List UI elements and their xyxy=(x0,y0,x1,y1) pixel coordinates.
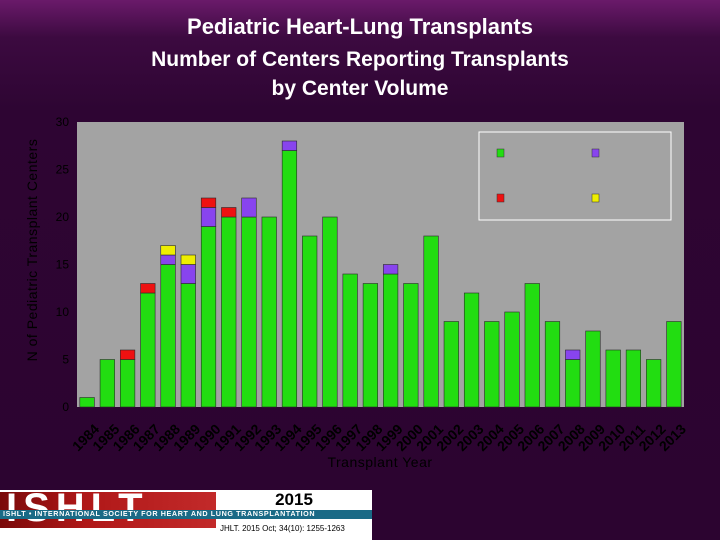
bar-green-1991 xyxy=(221,216,237,408)
chart-title: Pediatric Heart-Lung Transplants xyxy=(187,14,533,39)
legend-swatch-purple xyxy=(591,148,600,158)
y-tick-label: 10 xyxy=(56,305,70,319)
y-axis-label: N of Pediatric Transplant Centers xyxy=(24,139,40,362)
bar-green-2002 xyxy=(443,321,459,408)
chart-subtitle-line2: by Center Volume xyxy=(271,77,449,100)
bar-green-1997 xyxy=(342,273,358,408)
ishlt-logo: ISHLT ISHLT • INTERNATIONAL SOCIETY FOR … xyxy=(0,486,372,540)
bar-green-2007 xyxy=(544,321,561,408)
citation: JHLT. 2015 Oct; 34(10): 1255-1263 xyxy=(220,524,345,533)
y-tick-label: 30 xyxy=(56,115,70,129)
bar-green-1987 xyxy=(140,292,156,408)
legend-box xyxy=(478,131,672,221)
x-axis: 1984198519861987198819891990199119921993… xyxy=(69,421,689,454)
bar-green-2009 xyxy=(585,330,601,408)
publication-year: 2015 xyxy=(275,490,313,509)
bar-purple-1990 xyxy=(200,207,217,227)
bar-red-1986 xyxy=(119,349,136,360)
bar-green-2010 xyxy=(605,349,621,408)
bar-green-1984 xyxy=(79,397,95,408)
bar-green-1996 xyxy=(322,216,338,408)
logo-text: ISHLT xyxy=(6,486,149,530)
bar-purple-1988 xyxy=(160,254,176,265)
bar-purple-1994 xyxy=(281,140,298,151)
bar-green-2013 xyxy=(666,321,682,408)
x-axis-label: Transplant Year xyxy=(327,454,432,470)
bar-purple-1999 xyxy=(383,264,399,275)
bar-green-1999 xyxy=(383,273,399,408)
chart-subtitle: Number of Centers Reporting Transplants … xyxy=(0,45,720,103)
bar-red-1987 xyxy=(140,283,156,294)
bar-green-1990 xyxy=(200,226,217,408)
bar-green-1988 xyxy=(160,264,176,408)
bar-purple-1989 xyxy=(180,264,196,284)
legend-swatch-red xyxy=(496,193,505,203)
chart-subtitle-line1: Number of Centers Reporting Transplants xyxy=(151,48,569,71)
legend xyxy=(478,131,672,221)
bar-purple-2008 xyxy=(565,349,581,360)
bar-green-2000 xyxy=(403,283,419,408)
y-tick-label: 20 xyxy=(56,210,70,224)
bar-green-2003 xyxy=(463,292,480,408)
bar-green-1986 xyxy=(119,359,136,408)
bar-green-1993 xyxy=(261,216,277,408)
bar-purple-1992 xyxy=(241,197,257,218)
legend-swatch-yellow xyxy=(591,193,600,203)
y-axis: 0 5 10 15 20 25 30 xyxy=(56,115,70,414)
y-tick-label: 5 xyxy=(62,353,69,367)
y-tick-label: 25 xyxy=(56,163,70,177)
y-tick-label: 0 xyxy=(62,400,69,414)
bars xyxy=(79,140,682,408)
legend-swatch-green xyxy=(496,148,505,158)
bar-yellow-1989 xyxy=(180,254,196,265)
logo-banner xyxy=(0,510,372,519)
bar-green-1995 xyxy=(302,235,318,408)
bar-green-2005 xyxy=(504,311,520,408)
bar-green-1998 xyxy=(362,283,378,408)
bar-green-1989 xyxy=(180,283,196,408)
bar-green-1994 xyxy=(281,150,298,408)
bar-yellow-1988 xyxy=(160,245,176,256)
bar-green-2008 xyxy=(565,359,581,408)
footer: ISHLT ISHLT • INTERNATIONAL SOCIETY FOR … xyxy=(0,486,372,540)
bar-green-2011 xyxy=(625,349,642,408)
logo-banner-text: ISHLT • INTERNATIONAL SOCIETY FOR HEART … xyxy=(3,509,316,518)
bar-chart: 0 5 10 15 20 25 30 198419851986198719881989199… xyxy=(24,115,689,470)
y-tick-label: 15 xyxy=(56,258,70,272)
bar-red-1991 xyxy=(221,207,237,218)
bar-green-2006 xyxy=(524,283,540,408)
bar-green-1992 xyxy=(241,216,257,408)
bar-red-1990 xyxy=(200,197,217,208)
bar-green-1985 xyxy=(99,359,115,408)
bar-green-2004 xyxy=(484,321,500,408)
bar-green-2012 xyxy=(646,359,662,408)
bar-green-2001 xyxy=(423,235,439,408)
